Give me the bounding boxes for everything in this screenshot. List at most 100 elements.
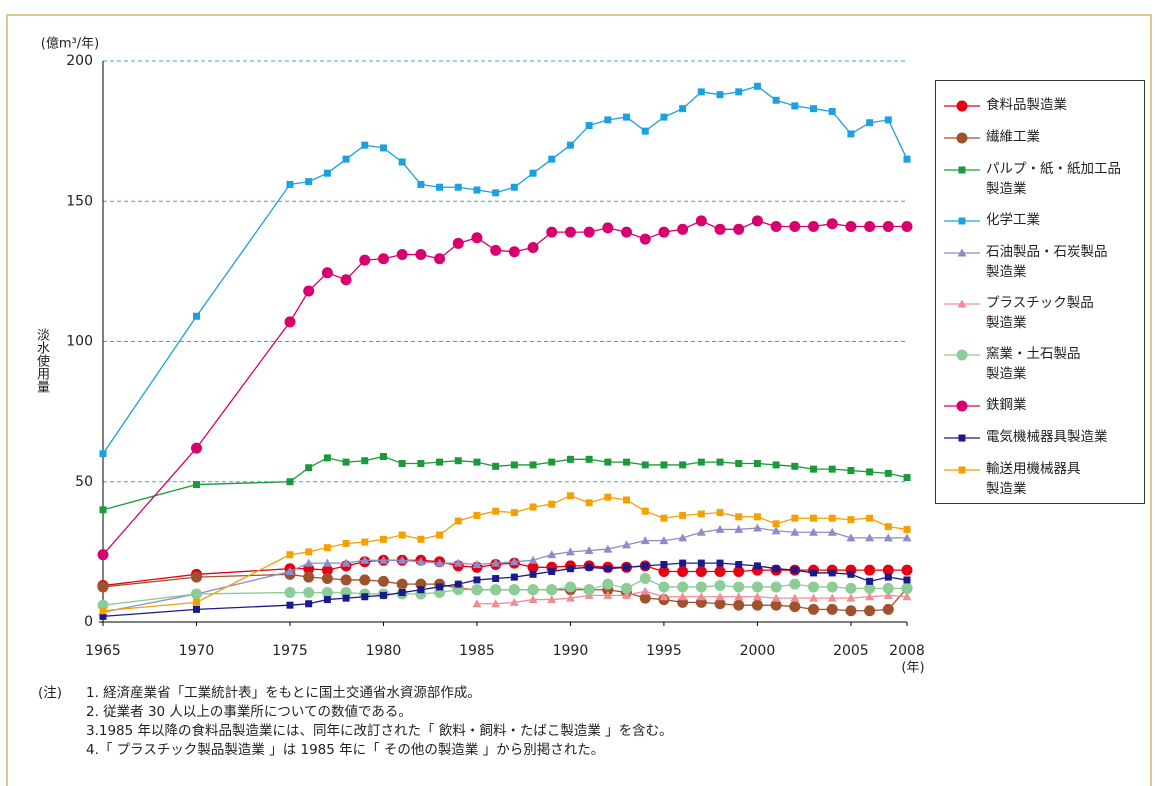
marker xyxy=(492,507,500,515)
x-tick-label: 1970 xyxy=(179,643,215,659)
marker xyxy=(509,557,519,566)
marker xyxy=(583,226,595,238)
series xyxy=(472,586,912,608)
marker xyxy=(622,590,632,599)
marker xyxy=(435,558,445,567)
marker xyxy=(415,249,427,261)
series xyxy=(99,453,911,514)
marker xyxy=(566,565,574,573)
note-line: 2. 従業者 30 人以上の事業所についての数値である。 xyxy=(86,704,412,720)
marker xyxy=(492,462,500,470)
marker xyxy=(303,587,315,599)
marker xyxy=(603,590,613,599)
marker xyxy=(604,493,612,501)
marker xyxy=(679,511,687,519)
legend-entry: 化学工業 xyxy=(936,210,1144,231)
marker xyxy=(510,509,518,517)
marker xyxy=(809,527,819,536)
series xyxy=(97,568,913,617)
marker xyxy=(305,178,313,186)
marker xyxy=(417,180,425,188)
legend-label: 電気機械器具製造業 xyxy=(986,429,1108,445)
marker xyxy=(791,102,799,110)
marker xyxy=(753,460,761,468)
marker xyxy=(321,573,333,585)
marker xyxy=(884,523,892,531)
marker xyxy=(828,107,836,115)
marker xyxy=(677,566,689,578)
note-line: 1. 経済産業省「工業統計表」をもとに国土交通省水資源部作成。 xyxy=(86,685,481,701)
marker xyxy=(564,226,576,238)
marker xyxy=(884,469,892,477)
marker xyxy=(660,461,668,469)
marker xyxy=(398,531,406,539)
marker xyxy=(192,312,200,320)
marker xyxy=(527,561,539,573)
series-line xyxy=(102,573,908,612)
marker xyxy=(604,458,612,466)
marker xyxy=(791,462,799,470)
marker xyxy=(884,573,892,581)
marker xyxy=(190,442,202,454)
marker xyxy=(303,285,315,297)
marker xyxy=(770,581,782,593)
marker xyxy=(508,246,520,258)
legend-entry: 食料品製造業 xyxy=(936,95,1144,116)
marker xyxy=(789,220,801,232)
marker xyxy=(583,584,595,596)
x-tick-label: 1985 xyxy=(459,643,495,659)
marker xyxy=(547,550,557,559)
marker xyxy=(679,105,687,113)
marker xyxy=(566,141,574,149)
marker xyxy=(771,593,781,602)
marker xyxy=(735,560,743,568)
series-line xyxy=(102,85,908,455)
marker xyxy=(585,122,593,130)
marker xyxy=(846,593,856,602)
marker xyxy=(99,607,107,615)
notes: (注) 1. 経済産業省「工業統計表」をもとに国土交通省水資源部作成。 2. 従業… xyxy=(38,684,673,760)
legend-label: 窯業・土石製品 製造業 xyxy=(986,346,1081,382)
marker xyxy=(340,574,352,586)
marker xyxy=(342,155,350,163)
marker xyxy=(453,558,463,567)
marker xyxy=(322,558,332,567)
marker xyxy=(772,565,780,573)
marker xyxy=(454,183,462,191)
frame xyxy=(6,14,1152,786)
marker xyxy=(866,577,874,585)
x-tick-label: 2000 xyxy=(740,643,776,659)
marker xyxy=(828,514,836,522)
marker xyxy=(473,511,481,519)
marker xyxy=(790,527,800,536)
marker xyxy=(735,513,743,521)
marker xyxy=(472,599,482,608)
marker xyxy=(658,566,670,578)
marker xyxy=(527,584,539,596)
marker xyxy=(864,564,876,576)
marker xyxy=(641,127,649,135)
marker xyxy=(454,457,462,465)
marker xyxy=(810,514,818,522)
series-line xyxy=(476,590,908,605)
marker xyxy=(491,558,501,567)
series xyxy=(98,523,912,616)
marker xyxy=(473,458,481,466)
marker xyxy=(452,237,464,249)
marker xyxy=(882,603,894,615)
marker xyxy=(733,599,745,611)
marker xyxy=(826,581,838,593)
y-tick-label: 0 xyxy=(84,614,93,630)
marker xyxy=(305,464,313,472)
marker xyxy=(603,544,613,553)
marker xyxy=(791,566,799,574)
marker xyxy=(882,220,894,232)
marker xyxy=(677,223,689,235)
marker xyxy=(716,458,724,466)
marker xyxy=(473,576,481,584)
marker xyxy=(845,582,857,594)
marker xyxy=(417,535,425,543)
marker xyxy=(810,569,818,577)
marker xyxy=(417,460,425,468)
legend-swatch xyxy=(944,299,980,308)
